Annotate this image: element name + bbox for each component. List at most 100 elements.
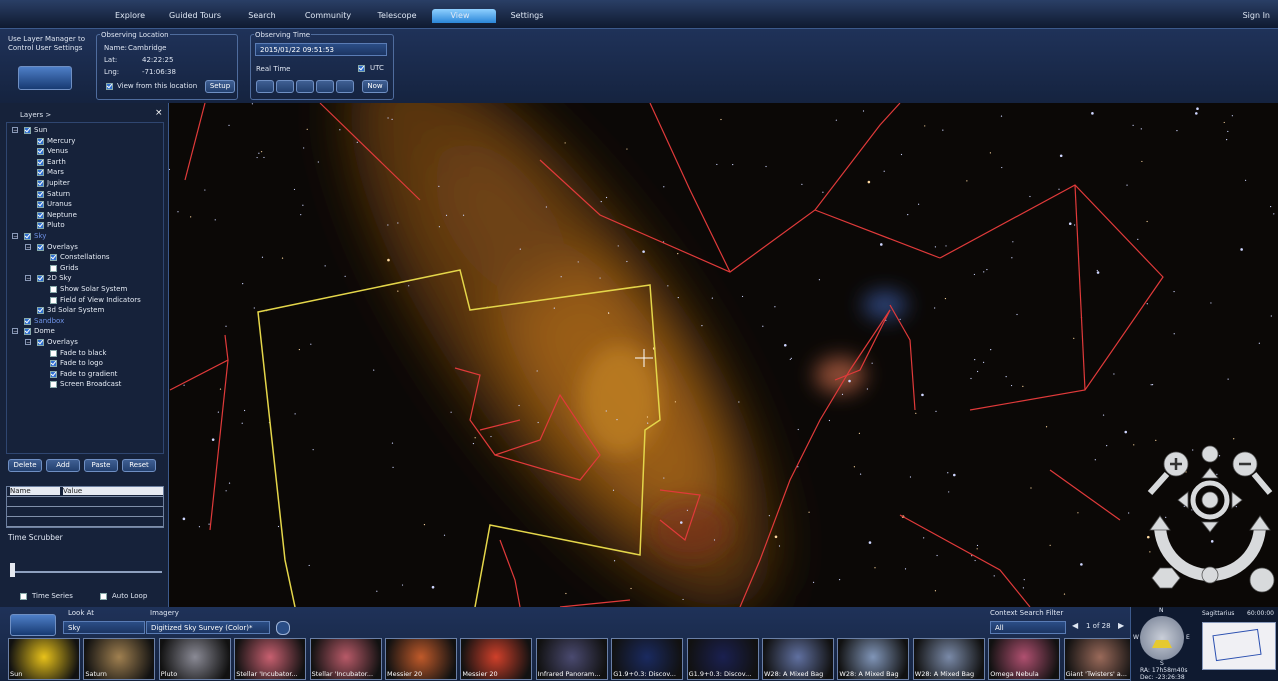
layer-label[interactable]: Venus bbox=[47, 147, 68, 155]
checkbox[interactable] bbox=[106, 83, 113, 90]
layer-checkbox[interactable] bbox=[37, 191, 44, 198]
filter-dropdown[interactable]: All bbox=[990, 621, 1066, 634]
layer-checkbox[interactable] bbox=[37, 169, 44, 176]
look-at-dropdown[interactable]: Sky bbox=[63, 621, 145, 634]
page-prev[interactable]: ◀ bbox=[1072, 621, 1078, 630]
datetime-dropdown[interactable]: 2015/01/22 09:51:53 bbox=[255, 43, 387, 56]
layer-label[interactable]: Screen Broadcast bbox=[60, 380, 121, 388]
checkbox[interactable] bbox=[358, 65, 365, 72]
layer-label[interactable]: Saturn bbox=[47, 190, 70, 198]
layer-manager-button[interactable] bbox=[18, 66, 72, 90]
expander[interactable]: − bbox=[25, 275, 31, 281]
layer-checkbox[interactable] bbox=[50, 254, 57, 261]
time-button[interactable] bbox=[296, 80, 314, 93]
menu-item[interactable]: Settings bbox=[497, 11, 557, 20]
now-button[interactable]: Now bbox=[362, 80, 388, 93]
layer-checkbox[interactable] bbox=[24, 127, 31, 134]
menu-item[interactable]: Community bbox=[298, 11, 358, 20]
layer-label[interactable]: Sky bbox=[34, 232, 46, 240]
menu-item[interactable]: Explore bbox=[100, 11, 160, 20]
expander[interactable]: − bbox=[12, 127, 18, 133]
layer-label[interactable]: Pluto bbox=[47, 221, 65, 229]
layer-checkbox[interactable] bbox=[37, 275, 44, 282]
layer-label[interactable]: Sun bbox=[34, 126, 47, 134]
time-button[interactable] bbox=[276, 80, 294, 93]
thumbnail-label[interactable]: Infrared Panoram... bbox=[538, 670, 604, 678]
layer-label[interactable]: Sandbox bbox=[34, 317, 64, 325]
layer-label[interactable]: Constellations bbox=[60, 253, 110, 261]
layer-checkbox[interactable] bbox=[37, 307, 44, 314]
layer-label[interactable]: Earth bbox=[47, 158, 66, 166]
thumbnail-label[interactable]: G1.9+0.3: Discov... bbox=[689, 670, 755, 678]
time-button[interactable] bbox=[336, 80, 354, 93]
layer-label[interactable]: Fade to black bbox=[60, 349, 106, 357]
layer-label[interactable]: 2D Sky bbox=[47, 274, 71, 282]
sign-in[interactable]: Sign In bbox=[1243, 11, 1270, 20]
layer-checkbox[interactable] bbox=[50, 265, 57, 272]
layer-label[interactable]: Mars bbox=[47, 168, 64, 176]
layer-checkbox[interactable] bbox=[37, 138, 44, 145]
thumbnail-label[interactable]: Saturn bbox=[85, 670, 151, 678]
layer-checkbox[interactable] bbox=[50, 350, 57, 357]
thumbnail-label[interactable]: Stellar 'Incubator... bbox=[312, 670, 378, 678]
page-next[interactable]: ▶ bbox=[1118, 621, 1124, 630]
layer-checkbox[interactable] bbox=[50, 381, 57, 388]
layer-label[interactable]: 3d Solar System bbox=[47, 306, 104, 314]
layer-label[interactable]: Uranus bbox=[47, 200, 72, 208]
menu-item[interactable]: Guided Tours bbox=[165, 11, 225, 20]
thumbnail-label[interactable]: Messier 20 bbox=[387, 670, 453, 678]
layer-label[interactable]: Show Solar System bbox=[60, 285, 127, 293]
layer-label[interactable]: Overlays bbox=[47, 338, 78, 346]
layer-button[interactable]: Reset bbox=[122, 459, 156, 472]
layer-label[interactable]: Dome bbox=[34, 327, 55, 335]
layer-checkbox[interactable] bbox=[50, 286, 57, 293]
layer-label[interactable]: Grids bbox=[60, 264, 78, 272]
expander[interactable]: − bbox=[12, 233, 18, 239]
layer-button[interactable]: Paste bbox=[84, 459, 118, 472]
expander[interactable]: − bbox=[25, 339, 31, 345]
menu-item[interactable]: Telescope bbox=[367, 11, 427, 20]
time-button[interactable] bbox=[256, 80, 274, 93]
layer-checkbox[interactable] bbox=[50, 297, 57, 304]
layer-checkbox[interactable] bbox=[50, 371, 57, 378]
menu-item[interactable]: Search bbox=[232, 11, 292, 20]
layer-checkbox[interactable] bbox=[24, 318, 31, 325]
scrubber-thumb[interactable] bbox=[10, 563, 15, 577]
layer-label[interactable]: Field of View Indicators bbox=[60, 296, 141, 304]
layer-checkbox[interactable] bbox=[50, 360, 57, 367]
thumbnail-label[interactable]: Omega Nebula bbox=[990, 670, 1056, 678]
thumbnail-label[interactable]: Messier 20 bbox=[462, 670, 528, 678]
layer-checkbox[interactable] bbox=[37, 201, 44, 208]
layer-label[interactable]: Fade to logo bbox=[60, 359, 103, 367]
look-at-icon[interactable] bbox=[10, 614, 56, 636]
thumbnail-label[interactable]: Stellar 'Incubator... bbox=[236, 670, 302, 678]
thumbnail-label[interactable]: W28: A Mixed Bag bbox=[764, 670, 830, 678]
thumbnail-label[interactable]: W28: A Mixed Bag bbox=[915, 670, 981, 678]
layer-button[interactable]: Add bbox=[46, 459, 80, 472]
layer-checkbox[interactable] bbox=[24, 233, 31, 240]
layer-checkbox[interactable] bbox=[37, 159, 44, 166]
checkbox[interactable] bbox=[100, 593, 107, 600]
expander[interactable]: − bbox=[12, 328, 18, 334]
thumbnail-label[interactable]: G1.9+0.3: Discov... bbox=[613, 670, 679, 678]
layer-checkbox[interactable] bbox=[24, 328, 31, 335]
checkbox[interactable] bbox=[20, 593, 27, 600]
thumbnail-label[interactable]: Pluto bbox=[161, 670, 227, 678]
thumbnail-label[interactable]: W28: A Mixed Bag bbox=[839, 670, 905, 678]
close-icon[interactable]: × bbox=[155, 108, 163, 118]
layer-label[interactable]: Jupiter bbox=[47, 179, 70, 187]
layer-label[interactable]: Neptune bbox=[47, 211, 77, 219]
menu-item[interactable]: View bbox=[430, 11, 490, 20]
imagery-dropdown[interactable]: Digitized Sky Survey (Color)* bbox=[146, 621, 270, 634]
layer-checkbox[interactable] bbox=[37, 339, 44, 346]
layer-checkbox[interactable] bbox=[37, 222, 44, 229]
setup-button[interactable]: Setup bbox=[205, 80, 235, 93]
thumbnail-label[interactable]: Giant 'Twisters' a... bbox=[1066, 670, 1132, 678]
layer-label[interactable]: Fade to gradient bbox=[60, 370, 117, 378]
layer-button[interactable]: Delete bbox=[8, 459, 42, 472]
expander[interactable]: − bbox=[25, 244, 31, 250]
info-button[interactable] bbox=[276, 621, 290, 635]
time-button[interactable] bbox=[316, 80, 334, 93]
layer-checkbox[interactable] bbox=[37, 148, 44, 155]
layer-checkbox[interactable] bbox=[37, 244, 44, 251]
